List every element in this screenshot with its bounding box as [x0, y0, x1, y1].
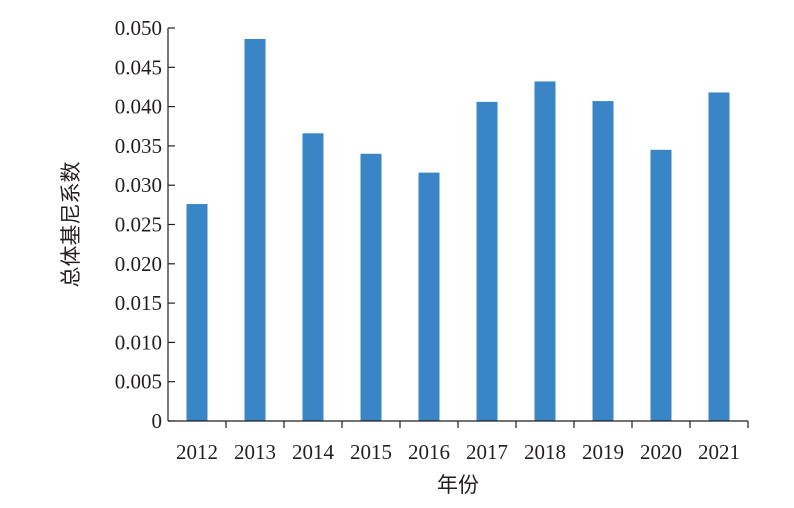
y-axis-ticks: 0 0.005 0.010 0.015 0.020 0.025 0.030 0.035 0.04…	[115, 16, 175, 433]
bar-2013	[244, 39, 266, 422]
y-tick-label: 0.015	[115, 291, 162, 315]
y-tick-label: 0.010	[115, 330, 162, 354]
x-tick-label: 2016	[408, 440, 450, 464]
y-tick-label: 0.050	[115, 16, 162, 40]
y-tick-label: 0.005	[115, 370, 162, 394]
bar-2019	[592, 101, 614, 422]
x-tick-label: 2017	[466, 440, 508, 464]
x-tick-label: 2013	[234, 440, 276, 464]
y-tick-label: 0.035	[115, 134, 162, 158]
y-tick-label: 0.030	[115, 173, 162, 197]
bar-2017	[476, 101, 498, 421]
y-tick-label: 0.025	[115, 213, 162, 237]
bar-2018	[534, 81, 556, 421]
x-tick-label: 2020	[640, 440, 682, 464]
x-tick-label: 2012	[176, 440, 218, 464]
bar-2012	[186, 204, 208, 421]
bar-2021	[708, 92, 730, 422]
y-tick-label: 0.020	[115, 252, 162, 276]
x-axis-ticks: 2012 2013 2014 2015 2016 2017 2018 2019 2020 2021	[176, 421, 749, 464]
x-axis-title: 年份	[437, 473, 479, 497]
y-tick-label: 0	[152, 409, 163, 433]
x-tick-label: 2019	[582, 440, 624, 464]
x-tick-label: 2021	[698, 440, 740, 464]
x-tick-label: 2015	[350, 440, 392, 464]
x-tick-label: 2018	[524, 440, 566, 464]
bar-2015	[360, 153, 382, 421]
y-tick-label: 0.045	[115, 55, 162, 79]
y-tick-label: 0.040	[115, 95, 162, 119]
bar-2020	[650, 149, 672, 421]
bars	[186, 39, 730, 422]
y-axis-title: 总体基尼系数	[59, 162, 83, 288]
bar-2016	[418, 172, 440, 421]
bar-2014	[302, 133, 324, 421]
x-tick-label: 2014	[292, 440, 335, 464]
